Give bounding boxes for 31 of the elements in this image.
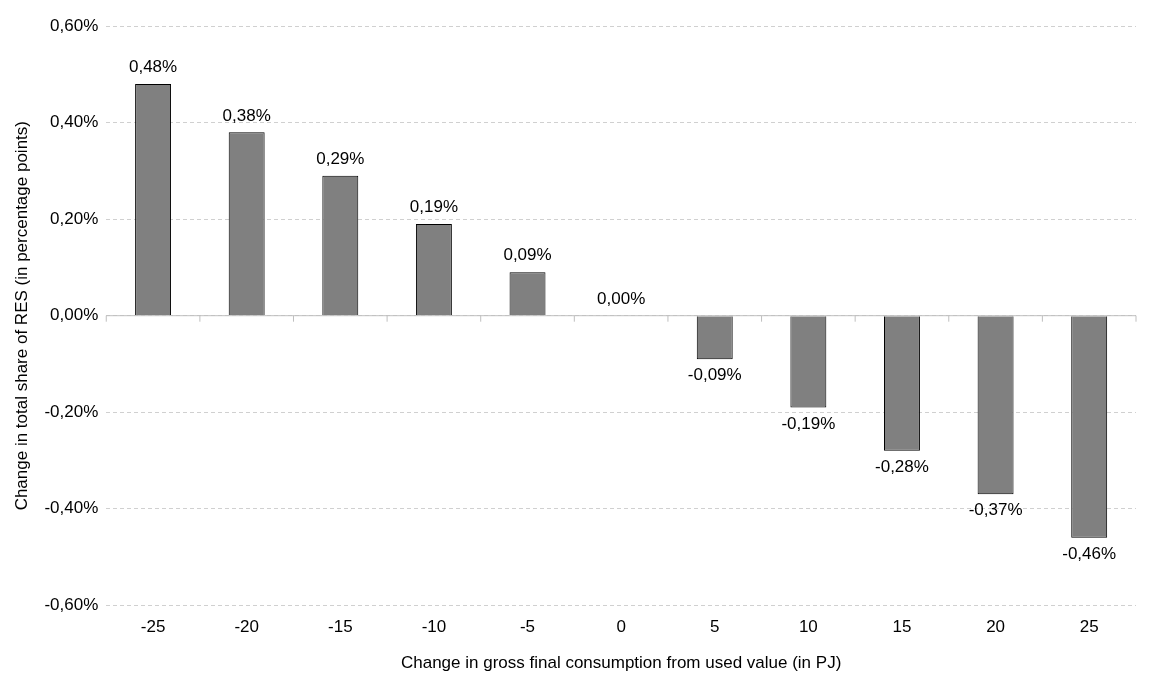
- y-tick-label: -0,20%: [44, 401, 99, 421]
- x-tick-label: -15: [328, 617, 353, 637]
- data-label: -0,37%: [968, 500, 1023, 520]
- data-label: -0,28%: [875, 456, 929, 476]
- y-axis-title: Change in total share of RES (in percentage points): [11, 121, 31, 511]
- data-label: 0,38%: [222, 105, 271, 125]
- data-label: -0,46%: [1062, 543, 1117, 563]
- y-tick-label: -0,60%: [44, 594, 99, 614]
- x-tick-label: -10: [421, 617, 447, 637]
- x-tick-label: 20: [986, 617, 1006, 637]
- x-tick-label: -5: [519, 617, 536, 637]
- data-label: 0,29%: [316, 148, 365, 168]
- data-label: 0,19%: [409, 197, 459, 217]
- y-tick-label: 0,60%: [50, 15, 99, 35]
- y-tick-label: 0,00%: [50, 305, 99, 325]
- x-tick-label: 25: [1079, 617, 1099, 637]
- x-axis-title: Change in gross final consumption from used value (in PJ): [400, 653, 842, 673]
- data-label: 0,00%: [597, 288, 646, 308]
- x-tick-label: 10: [798, 617, 818, 637]
- data-label: -0,09%: [687, 365, 742, 385]
- data-label: 0,48%: [128, 57, 178, 77]
- x-tick-label: 15: [892, 617, 912, 637]
- data-label: 0,09%: [503, 245, 552, 265]
- x-tick-label: 0: [616, 617, 626, 637]
- x-tick-label: 5: [710, 617, 720, 637]
- data-label: -0,19%: [781, 413, 836, 433]
- y-tick-label: -0,40%: [44, 498, 99, 518]
- y-tick-label: 0,20%: [50, 208, 99, 228]
- y-tick-label: 0,40%: [50, 112, 99, 132]
- x-tick-label: -20: [234, 617, 259, 637]
- x-tick-label: -25: [140, 617, 166, 637]
